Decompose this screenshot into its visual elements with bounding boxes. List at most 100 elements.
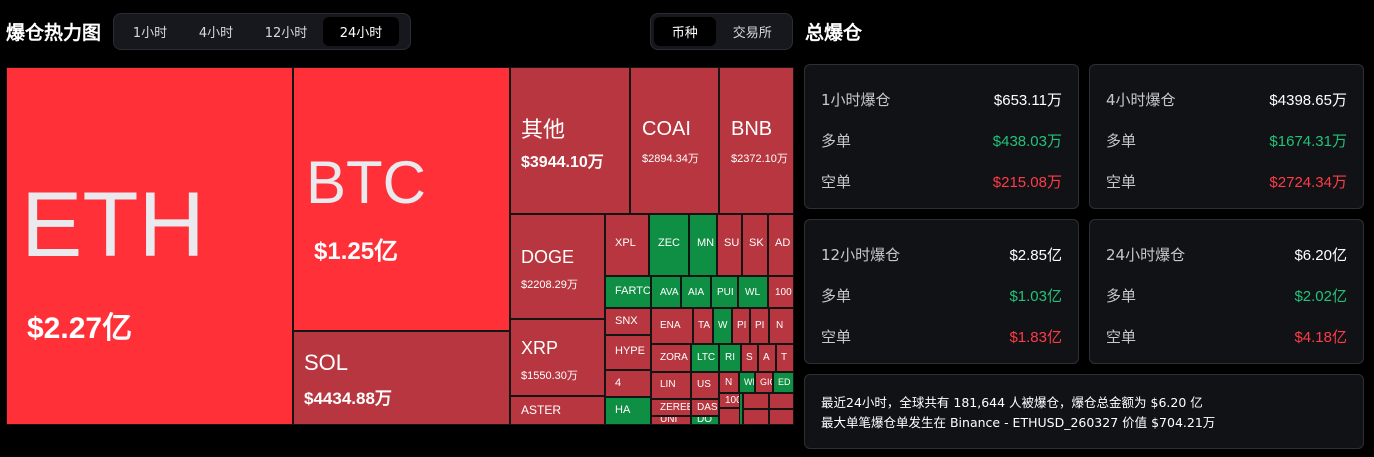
- long-value: $438.03万: [992, 133, 1062, 150]
- tile-symbol: ED: [778, 377, 791, 387]
- tile-symbol: ZEREE: [660, 402, 691, 413]
- card-label: 12小时爆仓: [821, 246, 901, 264]
- long-label: 多单: [1106, 132, 1137, 150]
- treemap-tile[interactable]: ED: [773, 372, 794, 393]
- treemap-tile[interactable]: AIA: [681, 276, 711, 308]
- treemap-tile[interactable]: ZEREE: [651, 399, 691, 416]
- treemap-tile[interactable]: ZORA: [651, 344, 691, 372]
- treemap-tile[interactable]: MN: [689, 214, 717, 276]
- tile-symbol: AIA: [688, 287, 705, 298]
- tile-symbol: N: [776, 320, 784, 331]
- tile-symbol: LTC: [697, 352, 716, 363]
- treemap-tile[interactable]: SNX: [605, 308, 651, 335]
- treemap-tile[interactable]: UNI: [651, 416, 691, 425]
- tile-symbol: MN: [697, 237, 715, 249]
- treemap-tile[interactable]: LIN: [651, 372, 691, 399]
- treemap-tile[interactable]: [739, 393, 743, 425]
- long-value: $1674.31万: [1269, 133, 1347, 150]
- treemap-tile[interactable]: HYPE: [605, 335, 651, 370]
- treemap-tile[interactable]: GIG: [755, 372, 773, 393]
- treemap-tile[interactable]: PI: [750, 308, 769, 344]
- tile-symbol: AVA: [660, 287, 679, 298]
- liquidation-treemap: ETH $2.27亿 BTC $1.25亿 SOL $4434.88万 其他 $3944.10…: [6, 67, 794, 425]
- treemap-tile[interactable]: WIF: [739, 372, 755, 393]
- treemap-tile[interactable]: TA: [693, 308, 713, 344]
- long-label: 多单: [821, 132, 852, 150]
- tile-symbol: DASI: [697, 402, 719, 413]
- treemap-tile[interactable]: AD: [768, 214, 794, 276]
- treemap-tile[interactable]: S: [741, 344, 758, 372]
- treemap-tile[interactable]: 4: [605, 370, 651, 397]
- treemap-tile[interactable]: LTC: [691, 344, 719, 372]
- heatmap-title: 爆仓热力图: [6, 22, 102, 44]
- long-value: $2.02亿: [1294, 288, 1347, 305]
- treemap-tile[interactable]: [743, 409, 769, 425]
- treemap-tile[interactable]: BNB $2372.10万: [719, 67, 794, 214]
- tile-symbol: 4: [615, 377, 622, 389]
- short-label: 空单: [1106, 328, 1137, 346]
- treemap-tile[interactable]: WL: [738, 276, 768, 308]
- treemap-tile[interactable]: ENA: [651, 308, 693, 344]
- short-value: $2724.34万: [1269, 174, 1347, 191]
- treemap-tile[interactable]: SOL $4434.88万: [293, 331, 510, 425]
- tab-24h[interactable]: 24小时: [323, 17, 399, 46]
- tab-12h[interactable]: 12小时: [264, 26, 308, 41]
- tile-symbol: WIF: [744, 377, 755, 387]
- treemap-tile[interactable]: SU: [717, 214, 742, 276]
- tile-value: $2894.34万: [642, 153, 699, 165]
- treemap-tile[interactable]: ASTER: [510, 396, 605, 425]
- treemap-tile[interactable]: DO: [691, 416, 719, 425]
- short-value: $4.18亿: [1294, 329, 1347, 346]
- treemap-tile[interactable]: ZEC: [649, 214, 689, 276]
- tile-symbol: UNI: [660, 416, 678, 425]
- tile-symbol: 1000: [725, 395, 742, 406]
- treemap-tile[interactable]: A: [758, 344, 776, 372]
- tile-symbol: AD: [775, 237, 791, 249]
- treemap-tile[interactable]: XRP $1550.30万: [510, 319, 605, 396]
- treemap-tile[interactable]: 100: [768, 276, 794, 308]
- tab-4h[interactable]: 4小时: [198, 26, 234, 41]
- tile-symbol: ASTER: [521, 403, 562, 417]
- long-value: $1.03亿: [1009, 288, 1062, 305]
- treemap-tile[interactable]: [769, 393, 794, 409]
- tile-symbol: PI: [737, 320, 747, 331]
- short-value: $215.08万: [992, 174, 1062, 191]
- treemap-tile[interactable]: FARTC: [605, 276, 651, 308]
- treemap-tile[interactable]: N: [769, 308, 794, 344]
- treemap-tile[interactable]: COAI $2894.34万: [630, 67, 719, 214]
- long-label: 多单: [821, 287, 852, 305]
- treemap-tile[interactable]: HA: [605, 397, 651, 425]
- tile-symbol: FARTC: [615, 285, 651, 297]
- tab-coin[interactable]: 币种: [654, 17, 716, 46]
- treemap-tile[interactable]: AVA: [651, 276, 681, 308]
- treemap-tile[interactable]: PUI: [711, 276, 738, 308]
- treemap-tile[interactable]: [743, 393, 769, 409]
- tab-exchange[interactable]: 交易所: [732, 26, 772, 41]
- treemap-tile[interactable]: RI: [719, 344, 741, 372]
- card-label: 4小时爆仓: [1106, 91, 1176, 109]
- card-24h: 24小时爆仓 $6.20亿 多单 $2.02亿 空单 $4.18亿: [1089, 219, 1364, 364]
- short-value: $1.83亿: [1009, 329, 1062, 346]
- treemap-tile[interactable]: DASI: [691, 399, 719, 416]
- treemap-tile[interactable]: N: [719, 372, 739, 393]
- tile-symbol: LIN: [660, 379, 676, 390]
- treemap-tile[interactable]: ETH $2.27亿: [6, 67, 293, 425]
- tile-symbol: S: [746, 352, 753, 363]
- treemap-tile[interactable]: BTC $1.25亿: [293, 67, 510, 331]
- tile-value: $2208.29万: [521, 279, 578, 291]
- treemap-tile[interactable]: US: [691, 372, 719, 399]
- treemap-tile[interactable]: PI: [732, 308, 750, 344]
- treemap-tile[interactable]: XPL: [605, 214, 649, 276]
- treemap-tile[interactable]: SK: [742, 214, 768, 276]
- tab-1h[interactable]: 1小时: [132, 26, 168, 41]
- long-label: 多单: [1106, 287, 1137, 305]
- tile-symbol: ZEC: [658, 237, 680, 249]
- treemap-tile[interactable]: T: [776, 344, 794, 372]
- treemap-tile[interactable]: DOGE $2208.29万: [510, 214, 605, 319]
- treemap-tile[interactable]: 其他 $3944.10万: [510, 67, 630, 214]
- tile-symbol: US: [697, 379, 711, 390]
- treemap-tile[interactable]: W: [713, 308, 732, 344]
- tile-symbol: HYPE: [615, 345, 645, 357]
- treemap-tile[interactable]: [769, 409, 794, 425]
- card-12h: 12小时爆仓 $2.85亿 多单 $1.03亿 空单 $1.83亿: [804, 219, 1079, 364]
